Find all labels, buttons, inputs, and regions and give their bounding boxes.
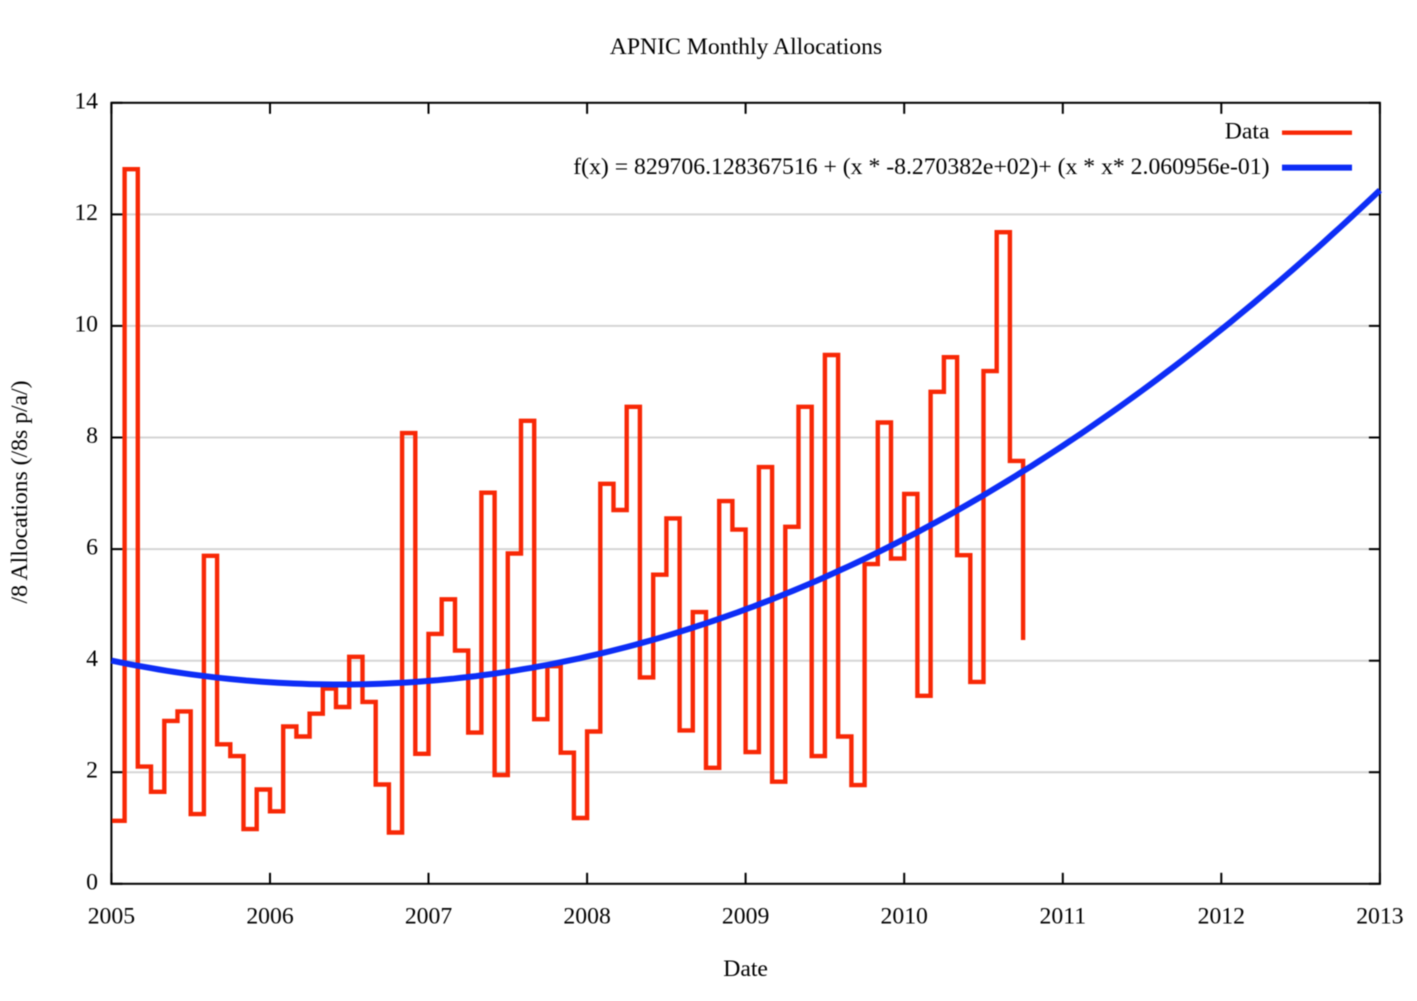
svg-text:2005: 2005 [88, 904, 135, 930]
svg-text:Data: Data [1225, 119, 1270, 145]
svg-text:APNIC Monthly Allocations: APNIC Monthly Allocations [610, 34, 882, 60]
svg-text:/8 Allocations (/8s p/a/): /8 Allocations (/8s p/a/) [7, 380, 33, 603]
svg-text:6: 6 [86, 535, 98, 561]
svg-text:f(x) = 829706.128367516 + (x *: f(x) = 829706.128367516 + (x * -8.270382… [573, 154, 1269, 180]
svg-text:2011: 2011 [1040, 904, 1087, 930]
svg-text:8: 8 [86, 423, 98, 449]
svg-text:2007: 2007 [405, 904, 453, 930]
svg-text:2006: 2006 [246, 904, 294, 930]
svg-text:14: 14 [74, 88, 98, 114]
svg-text:12: 12 [74, 200, 98, 226]
svg-text:0: 0 [86, 869, 98, 895]
svg-text:2: 2 [86, 758, 98, 784]
svg-text:2008: 2008 [563, 904, 610, 930]
svg-text:10: 10 [74, 311, 98, 337]
svg-text:Date: Date [723, 956, 768, 982]
svg-text:2012: 2012 [1198, 904, 1245, 930]
svg-text:4: 4 [86, 646, 98, 672]
svg-text:2009: 2009 [722, 904, 769, 930]
svg-text:2013: 2013 [1356, 904, 1403, 930]
svg-text:2010: 2010 [881, 904, 928, 930]
